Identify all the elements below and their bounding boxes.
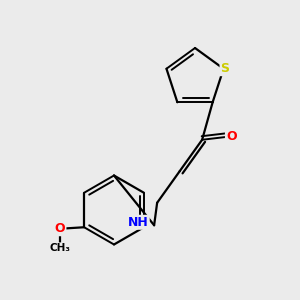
Text: S: S bbox=[220, 62, 230, 75]
Text: CH₃: CH₃ bbox=[50, 243, 70, 253]
Text: O: O bbox=[55, 222, 65, 235]
Text: O: O bbox=[226, 130, 236, 143]
Text: NH: NH bbox=[128, 216, 149, 229]
